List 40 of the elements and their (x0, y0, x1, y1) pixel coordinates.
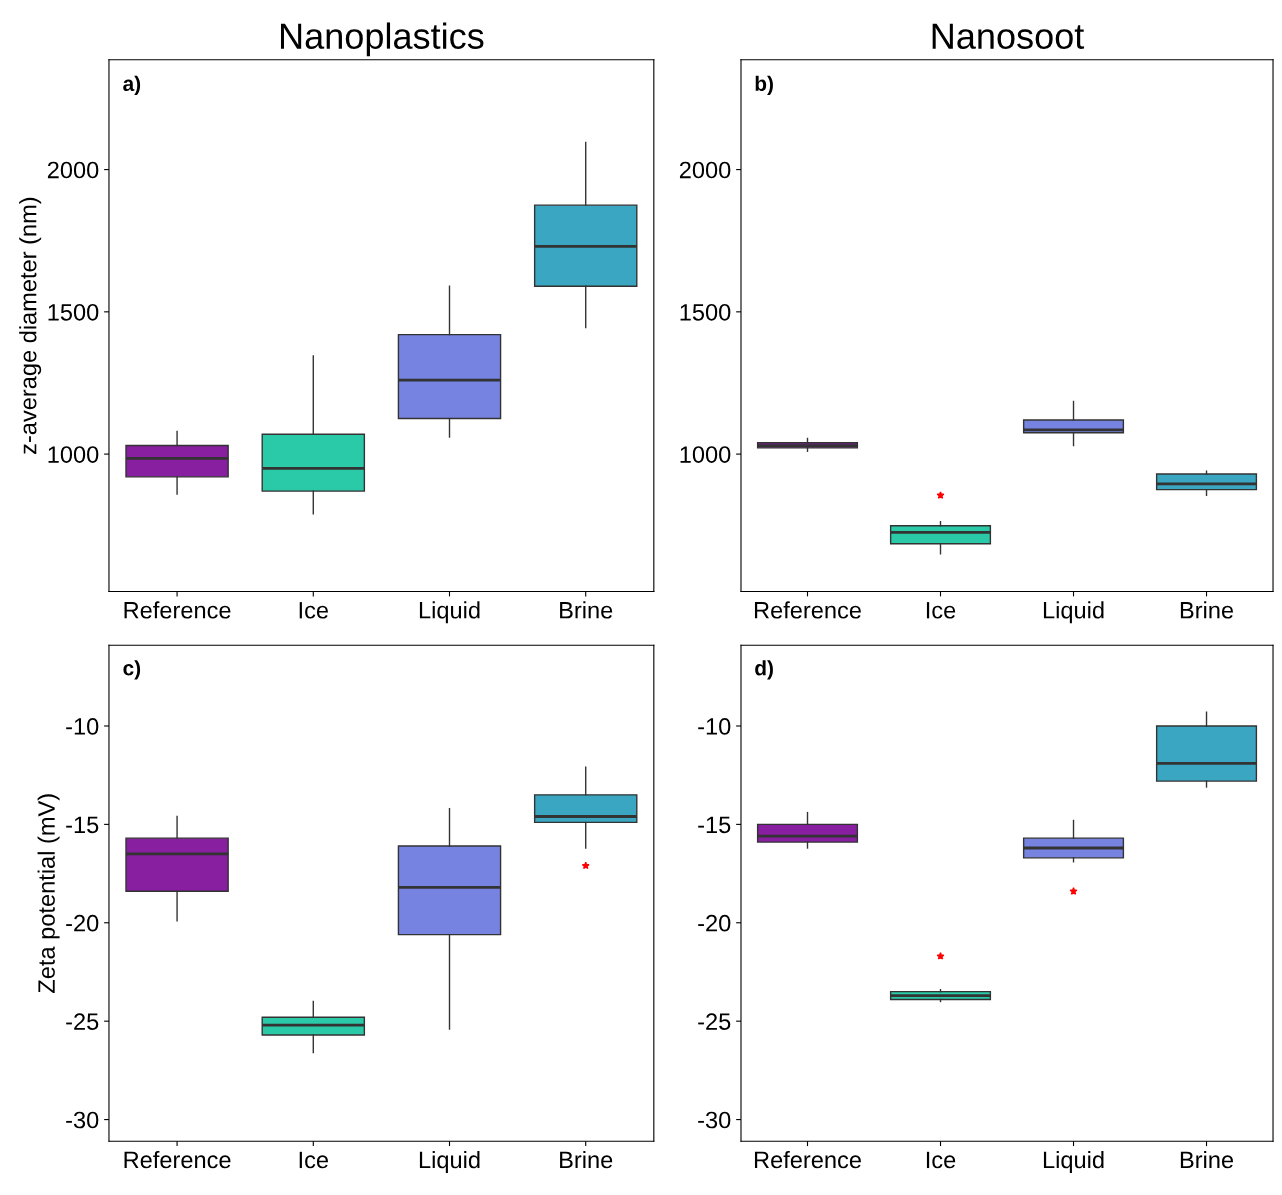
y-tick-label: -10 (698, 718, 731, 735)
y-tick-label: -30 (698, 1111, 731, 1129)
y-axis-title: z-average diameter (nm) (19, 197, 42, 454)
y-tick-label: 1500 (680, 303, 731, 321)
x-tick-label: Liquid (1043, 601, 1104, 624)
annotation: d) (755, 660, 773, 680)
x-tick-label: Liquid (419, 601, 480, 624)
chart-title: Nanosoot (932, 23, 1085, 49)
x-tick-label: Brine (1180, 601, 1234, 619)
x-tick-label: Brine (560, 601, 613, 619)
y-tick-label: -25 (698, 1013, 731, 1030)
y-tick-label: 1000 (48, 446, 99, 463)
x-tick-label: Liquid (1043, 1150, 1104, 1173)
x-tick-label: Ice (926, 602, 956, 619)
y-tick-label: -20 (66, 914, 99, 932)
y-tick-label: -25 (66, 1013, 99, 1030)
x-tick-label: Brine (1180, 1150, 1234, 1169)
y-tick-label: -15 (698, 816, 731, 834)
x-tick-label: Reference (754, 1150, 861, 1169)
x-tick-label: Reference (754, 601, 861, 619)
annotation: a) (123, 75, 141, 96)
annotation: b) (755, 75, 773, 96)
x-tick-label: Ice (926, 1151, 956, 1169)
x-tick-label: Reference (124, 1150, 231, 1169)
x-tick-label: Ice (299, 1151, 328, 1169)
x-tick-label: Ice (299, 602, 328, 619)
x-tick-label: Brine (560, 1150, 613, 1169)
y-axis-title: Zeta potential (mV) (37, 794, 60, 993)
x-tick-label: Liquid (419, 1150, 480, 1173)
y-tick-label: 1000 (680, 446, 731, 463)
y-tick-label: -15 (66, 816, 99, 834)
y-tick-label: -10 (66, 718, 99, 735)
x-tick-label: Reference (124, 601, 231, 619)
y-tick-label: 1500 (48, 303, 99, 321)
y-tick-label: -20 (698, 914, 731, 932)
chart-title: Nanoplastics (280, 22, 484, 57)
y-tick-label: 2000 (47, 161, 99, 179)
y-tick-label: -30 (66, 1111, 99, 1129)
y-tick-label: 2000 (679, 161, 731, 179)
annotation: c) (123, 660, 141, 680)
